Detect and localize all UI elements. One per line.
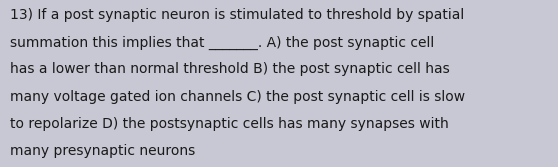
Text: summation this implies that _______. A) the post synaptic cell: summation this implies that _______. A) … bbox=[10, 35, 434, 50]
Text: many presynaptic neurons: many presynaptic neurons bbox=[10, 144, 195, 158]
Text: 13) If a post synaptic neuron is stimulated to threshold by spatial: 13) If a post synaptic neuron is stimula… bbox=[10, 8, 464, 22]
Text: to repolarize D) the postsynaptic cells has many synapses with: to repolarize D) the postsynaptic cells … bbox=[10, 117, 449, 131]
Text: many voltage gated ion channels C) the post synaptic cell is slow: many voltage gated ion channels C) the p… bbox=[10, 90, 465, 104]
Text: has a lower than normal threshold B) the post synaptic cell has: has a lower than normal threshold B) the… bbox=[10, 62, 450, 76]
